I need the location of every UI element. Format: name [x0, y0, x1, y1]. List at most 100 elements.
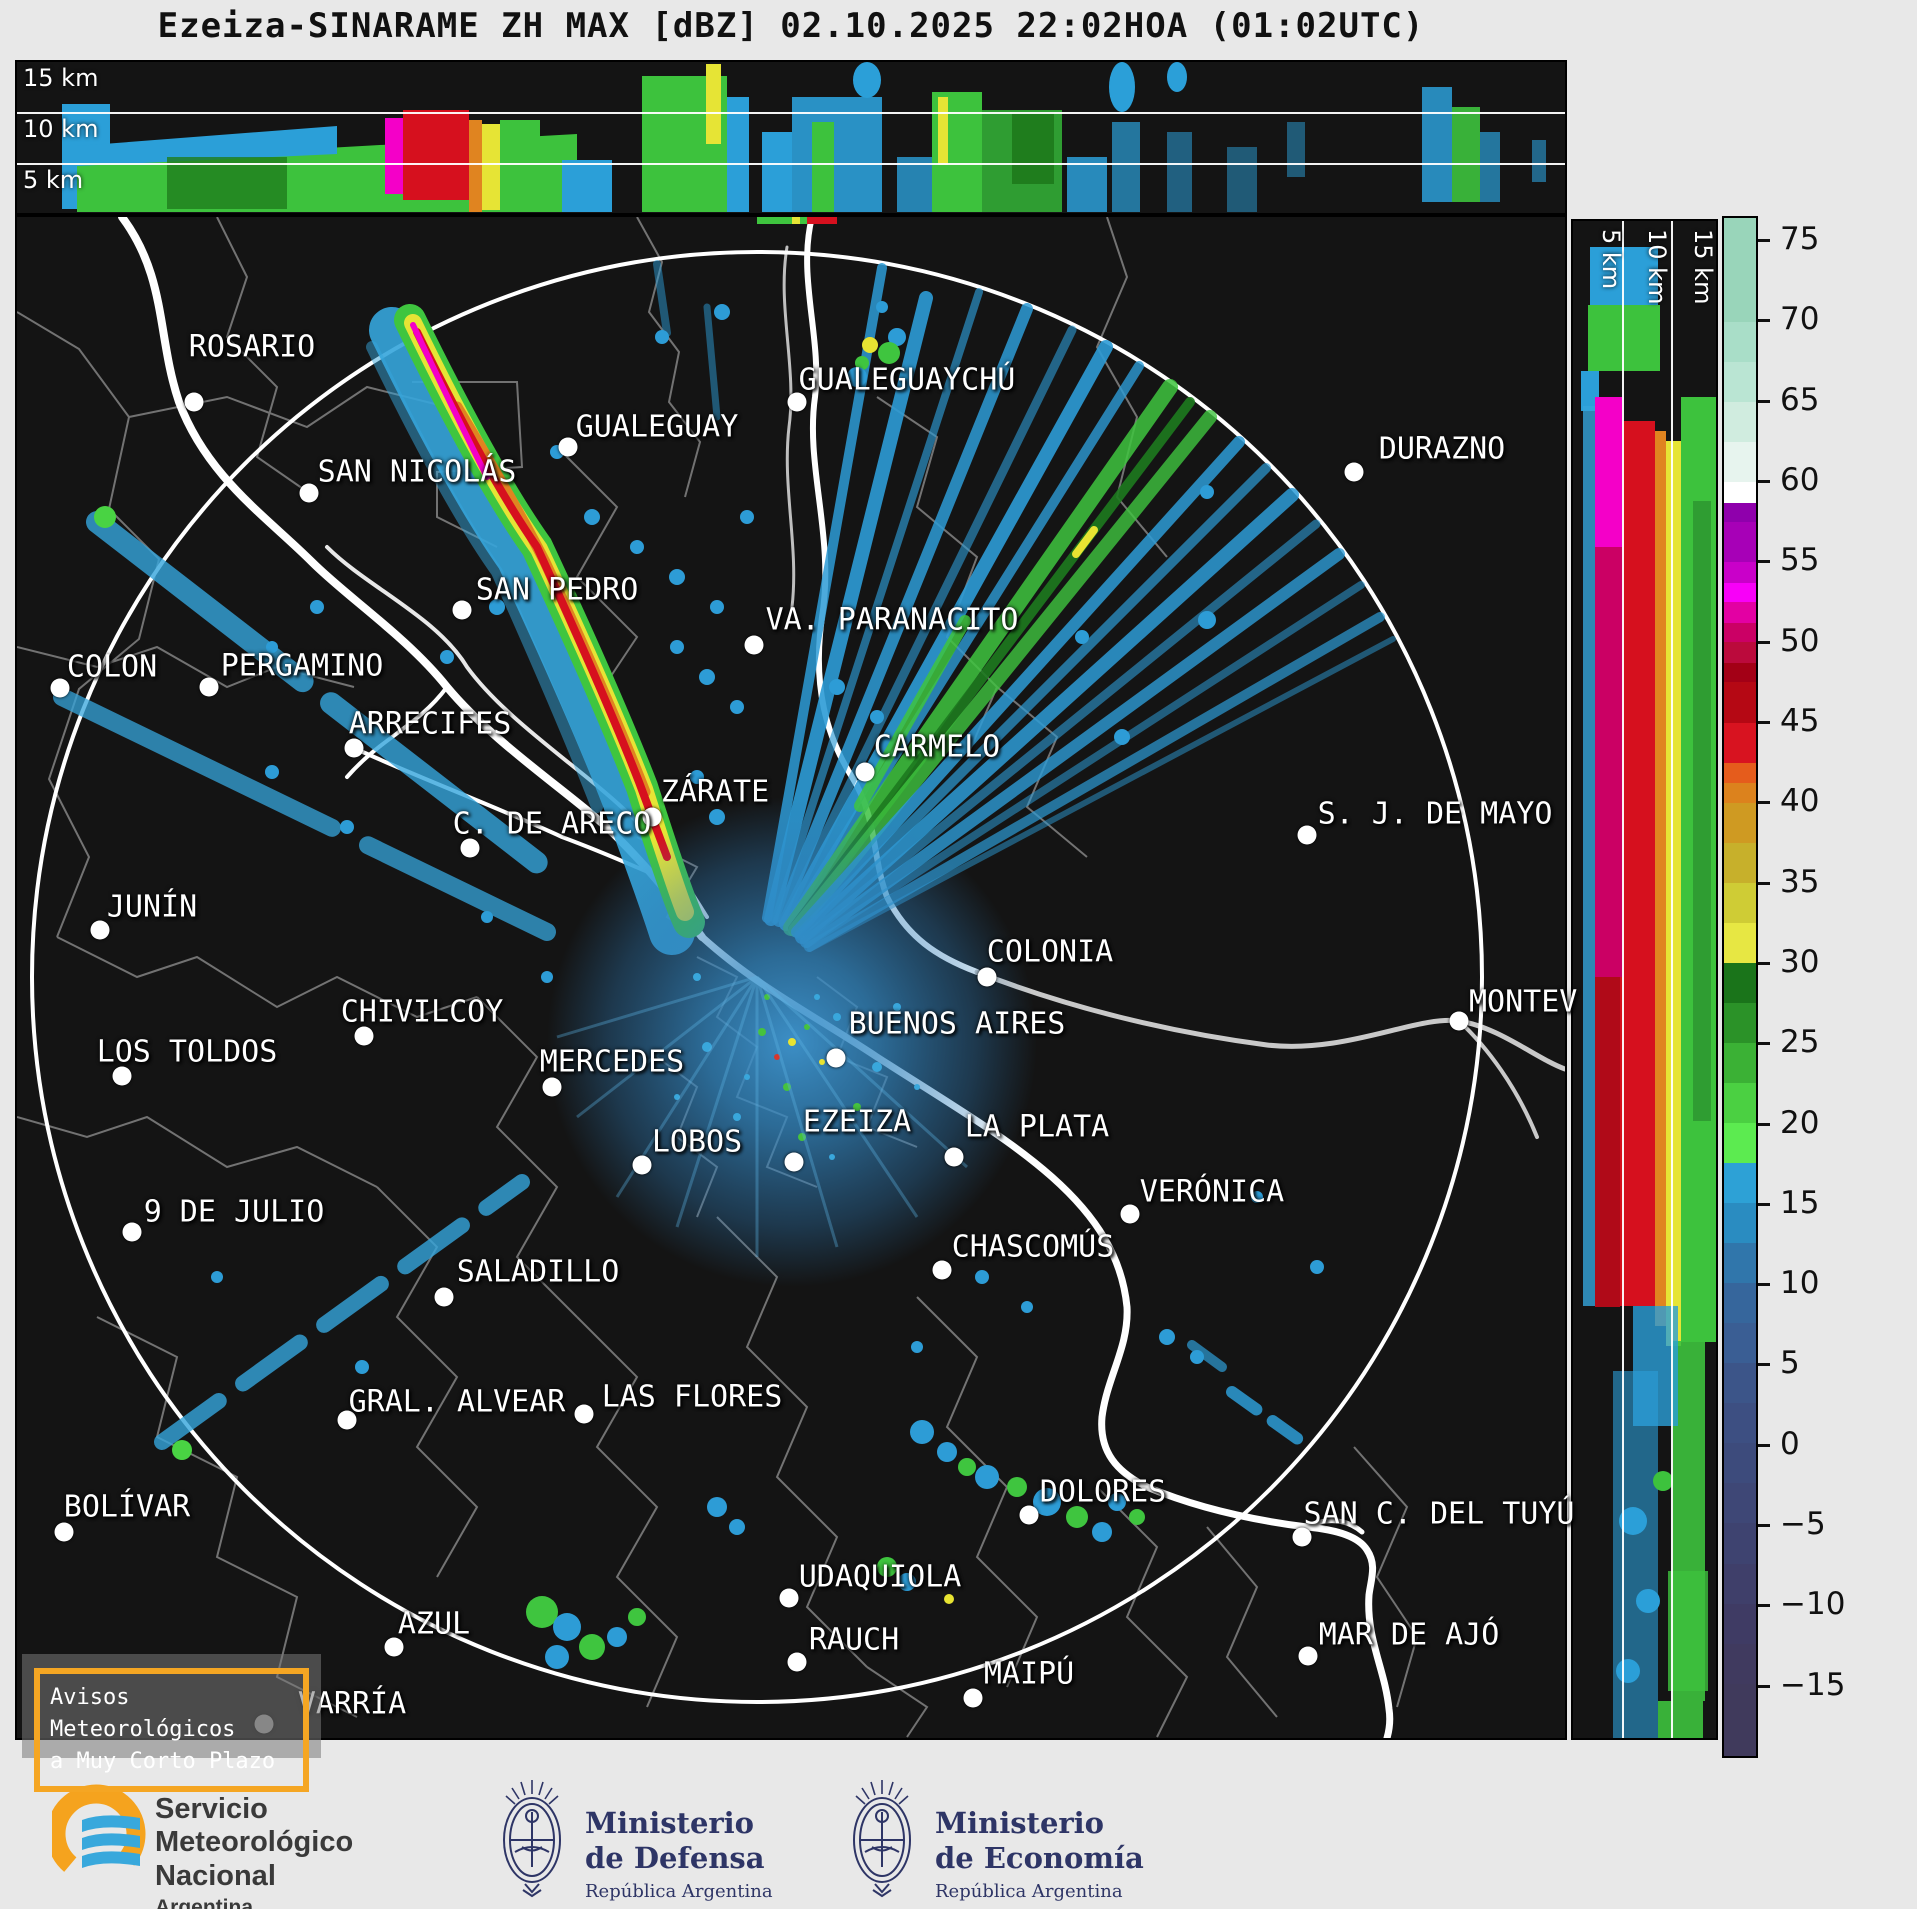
city-label: CHASCOMÚS [952, 1230, 1115, 1265]
economia-coat-of-arms [845, 1772, 920, 1902]
city-label: DURAZNO [1379, 432, 1505, 467]
colorbar-tick-label: −5 [1780, 1506, 1826, 1542]
colorbar-segment [1724, 642, 1756, 663]
colorbar-tick-label: 20 [1780, 1105, 1819, 1141]
city-label: PERGAMINO [221, 649, 384, 684]
city-dot [1345, 463, 1364, 482]
top-panel-5km-line [17, 163, 1565, 165]
warning-line1: Avisos Meteorológicos [50, 1682, 293, 1746]
city-label: SAN NICOLÁS [318, 455, 517, 490]
city-label: JUNÍN [107, 890, 197, 925]
city-label: S. J. DE MAYO [1318, 797, 1553, 832]
colorbar-tick-label: −10 [1780, 1586, 1845, 1622]
smn-line1: Servicio [155, 1793, 353, 1826]
colorbar-segment [1724, 923, 1756, 963]
city-dot [978, 968, 997, 987]
smn-line3: Nacional [155, 1860, 353, 1893]
colorbar-tickmark [1758, 1444, 1770, 1447]
top-panel-10km-line [17, 112, 1565, 114]
city-dot [745, 636, 764, 655]
side-panel-5km-line [1622, 221, 1624, 1738]
city-label: GUALEGUAY [576, 410, 739, 445]
colorbar-segment [1724, 663, 1756, 682]
colorbar-tick-label: 25 [1780, 1024, 1819, 1060]
colorbar-tickmark [1758, 1203, 1770, 1206]
city-label: UDAQUIOLA [799, 1560, 962, 1595]
city-dot [1450, 1012, 1469, 1031]
colorbar-segment [1724, 1604, 1756, 1644]
city-label: ROSARIO [189, 330, 315, 365]
colorbar-tickmark [1758, 400, 1770, 403]
colorbar-tickmark [1758, 801, 1770, 804]
city-dot [55, 1523, 74, 1542]
colorbar-tick-label: 75 [1780, 221, 1819, 257]
colorbar-segment [1724, 723, 1756, 763]
city-dot [1298, 826, 1317, 845]
colorbar-segment [1724, 583, 1756, 602]
colorbar-segment [1724, 843, 1756, 883]
city-dot [933, 1261, 952, 1280]
city-label: MAIPÚ [984, 1657, 1074, 1692]
warning-line2: a Muy Corto Plazo [50, 1746, 293, 1778]
city-label: CARMELO [874, 730, 1000, 765]
defensa-text: Ministerio de Defensa República Argentin… [585, 1806, 773, 1902]
top-panel-label-15km: 15 km [23, 64, 98, 92]
city-label: LAS FLORES [602, 1380, 783, 1415]
colorbar-segment [1724, 1043, 1756, 1083]
colorbar-tick-label: 5 [1780, 1345, 1800, 1381]
colorbar [1722, 216, 1758, 1758]
side-panel-label-10km: 10 km [1643, 229, 1671, 304]
city-dot [780, 1589, 799, 1608]
city-label: LOS TOLDOS [97, 1035, 278, 1070]
smn-text: Servicio Meteorológico Nacional Argentin… [155, 1793, 353, 1909]
colorbar-tick-label: 30 [1780, 944, 1819, 980]
city-label: MONTEV [1469, 985, 1577, 1020]
colorbar-segment [1724, 602, 1756, 623]
city-dot [435, 1288, 454, 1307]
side-panel-label-15km: 15 km [1689, 229, 1717, 304]
colorbar-tickmark [1758, 1604, 1770, 1607]
colorbar-tickmark [1758, 962, 1770, 965]
colorbar-segment [1724, 1684, 1756, 1756]
colorbar-tickmark [1758, 560, 1770, 563]
warning-box: Avisos Meteorológicos a Muy Corto Plazo [34, 1668, 309, 1792]
city-label: C. DE ARECO [453, 807, 652, 842]
colorbar-segment [1724, 503, 1756, 522]
colorbar-tickmark [1758, 1123, 1770, 1126]
city-label: VERÓNICA [1140, 1175, 1285, 1210]
colorbar-tick-label: 10 [1780, 1265, 1819, 1301]
colorbar-segment [1724, 682, 1756, 722]
page-title: Ezeiza-SINARAME ZH MAX [dBZ] 02.10.2025 … [15, 6, 1567, 46]
defensa-line1: Ministerio [585, 1806, 773, 1841]
colorbar-segment [1724, 522, 1756, 562]
city-label: SALADILLO [457, 1255, 620, 1290]
colorbar-tickmark [1758, 1685, 1770, 1688]
colorbar-tick-label: 55 [1780, 542, 1819, 578]
city-label: COLON [67, 650, 157, 685]
city-dot [1299, 1647, 1318, 1666]
colorbar-segment [1724, 1564, 1756, 1604]
city-label: GUALEGUAYCHÚ [799, 363, 1016, 398]
defensa-line2: de Defensa [585, 1841, 773, 1876]
city-dot [185, 393, 204, 412]
defensa-coat-of-arms [495, 1772, 570, 1902]
colorbar-segment [1724, 218, 1756, 322]
city-label: LOBOS [652, 1125, 742, 1160]
city-dot [1121, 1205, 1140, 1224]
colorbar-tick-label: 65 [1780, 382, 1819, 418]
colorbar-tickmark [1758, 1524, 1770, 1527]
radar-map-panel: ROSARIO GUALEGUAYCHÚ GUALEGUAY SAN NICOLÁS D… [15, 215, 1567, 1740]
colorbar-segment [1724, 1003, 1756, 1043]
city-dot [300, 484, 319, 503]
city-label: SAN PEDRO [476, 573, 639, 608]
colorbar-segment [1724, 1323, 1756, 1363]
side-cross-section-panel: 5 km 10 km 15 km [1571, 219, 1718, 1740]
city-dot [964, 1689, 983, 1708]
echo-top-sliver [757, 217, 837, 224]
side-panel-10km-line [1671, 221, 1673, 1738]
warning-overlay[interactable]: Avisos Meteorológicos a Muy Corto Plazo [22, 1654, 321, 1758]
colorbar-tickmark [1758, 1283, 1770, 1286]
colorbar-tick-label: 60 [1780, 462, 1819, 498]
colorbar-segment [1724, 623, 1756, 642]
colorbar-tickmark [1758, 1363, 1770, 1366]
